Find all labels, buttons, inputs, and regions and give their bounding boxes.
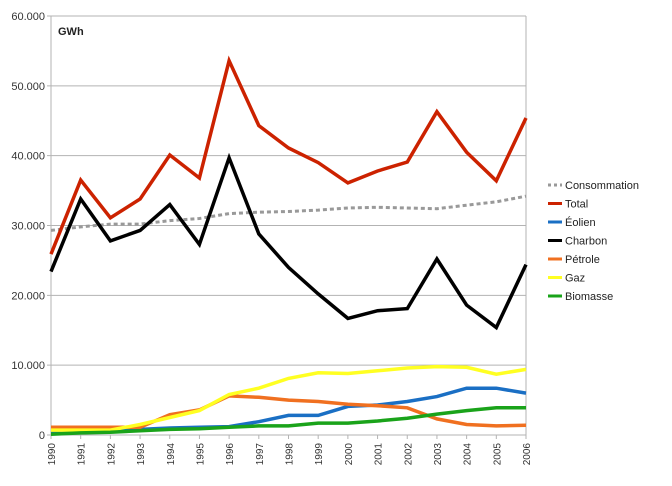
legend-item-gaz: Gaz [548,273,585,285]
x-tick-label: 1994 [166,443,177,466]
y-tick-label: 60.000 [11,11,45,23]
x-tick-label: 1991 [77,443,88,466]
series-line-charbon [49,152,528,331]
x-tick-label: 1999 [314,443,325,466]
grid [47,15,526,436]
x-tick-label: 2005 [492,443,503,466]
y-tick-label: 50.000 [11,81,45,93]
legend-label: Pétrole [565,254,600,266]
series-line-total [49,55,528,255]
legend-label: Charbon [565,236,607,248]
x-tick-label: 2006 [522,443,533,466]
series-line-consommation [50,194,527,232]
x-tick-label: 1990 [47,443,58,466]
legend-label: Total [565,199,588,211]
series-line-biomasse [50,406,526,437]
legend-item-charbon: Charbon [548,236,607,248]
x-tick-label: 1997 [255,443,266,466]
y-tick-label: 30.000 [11,221,45,233]
x-tick-label: 1992 [106,443,117,466]
series-line-gaz [51,364,527,432]
legend-item-eolien: Éolien [548,216,596,229]
legend-label: Consommation [565,180,639,192]
x-tick-label: 2003 [433,443,444,466]
y-tick-label: 40.000 [11,151,45,163]
x-tick-label: 2002 [403,443,414,466]
x-tick-label: 1993 [136,443,147,466]
legend-item-total: Total [548,199,588,211]
legend-label: Éolien [565,216,596,229]
x-tick-label: 2000 [344,443,355,466]
legend-label: Gaz [565,273,585,285]
legend-item-biomasse: Biomasse [548,291,613,303]
x-tick-label: 2004 [463,443,474,466]
y-tick-label: 0 [39,430,45,442]
x-axis-ticks: 1990 1991 1992 1993 1994 1995 1996 1997 1998 1999… [47,435,533,465]
legend-label: Biomasse [565,291,613,303]
x-tick-label: 1995 [195,443,206,466]
x-tick-label: 1998 [285,443,296,466]
y-axis-ticks: 0 10.000 20.000 30.000 40.000 50.000 60.000 [11,11,45,442]
y-tick-label: 20.000 [11,290,45,302]
legend-item-consommation: Consommation [548,180,639,192]
y-tick-label: 10.000 [11,360,45,372]
legend: Consommation Total Éolien Charbon Pétrole Gaz… [548,180,639,303]
legend-item-petrole: Pétrole [548,254,600,266]
x-tick-label: 1996 [225,443,236,466]
series-lines [49,55,528,437]
unit-label: GWh [58,26,84,38]
x-tick-label: 2001 [374,443,385,466]
